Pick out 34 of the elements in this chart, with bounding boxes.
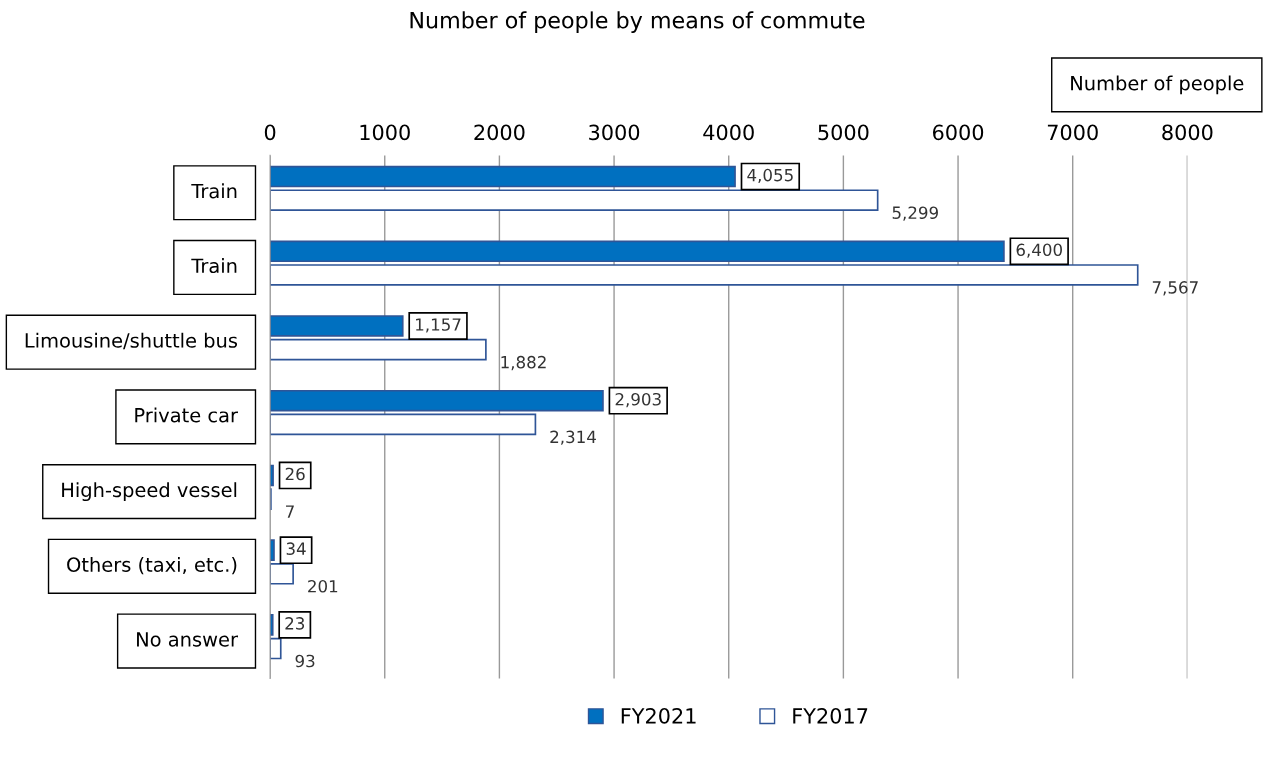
x-tick-label: 5000 bbox=[818, 124, 869, 141]
data-label: 1,157 bbox=[416, 318, 461, 333]
x-tick-label: 4000 bbox=[703, 124, 754, 141]
x-tick-label: 7000 bbox=[1047, 124, 1098, 141]
data-label: 5,299 bbox=[892, 206, 938, 221]
x-tick-label: 3000 bbox=[589, 124, 640, 141]
data-label: 6,400 bbox=[1016, 243, 1062, 258]
data-label: 4,055 bbox=[747, 168, 793, 184]
x-tick-label: 8000 bbox=[1162, 124, 1213, 141]
legend-label: FY2021 bbox=[621, 707, 696, 724]
y-tick-label: Private car bbox=[135, 407, 238, 423]
y-tick-label: High-speed vessel bbox=[62, 482, 237, 502]
data-label: 34 bbox=[286, 542, 306, 555]
x-tick-label: 2000 bbox=[474, 124, 525, 141]
data-label: 93 bbox=[295, 654, 315, 668]
y-tick-label: No answer bbox=[137, 632, 238, 647]
x-axis-title: Number of people bbox=[1071, 75, 1244, 95]
data-label: 7 bbox=[286, 505, 294, 518]
x-tick-label: 1000 bbox=[360, 124, 410, 141]
x-tick-label: 0 bbox=[264, 124, 276, 141]
legend-label: FY2017 bbox=[793, 707, 868, 724]
data-label: 23 bbox=[285, 617, 305, 630]
y-tick-label: Train bbox=[191, 183, 237, 199]
y-tick-label: Others (taxi, etc.) bbox=[67, 556, 237, 575]
data-label: 1,882 bbox=[501, 355, 546, 371]
data-label: 7,567 bbox=[1152, 281, 1198, 296]
data-label: 2,903 bbox=[615, 392, 661, 408]
y-tick-label: Train bbox=[191, 258, 237, 274]
chart-title: Number of people by means of commute bbox=[410, 11, 865, 33]
y-tick-label: Limousine/shuttle bus bbox=[25, 332, 238, 350]
data-label: 2,314 bbox=[550, 430, 596, 445]
data-label: 201 bbox=[308, 579, 338, 593]
data-label: 26 bbox=[285, 467, 305, 481]
x-tick-label: 6000 bbox=[932, 124, 984, 141]
